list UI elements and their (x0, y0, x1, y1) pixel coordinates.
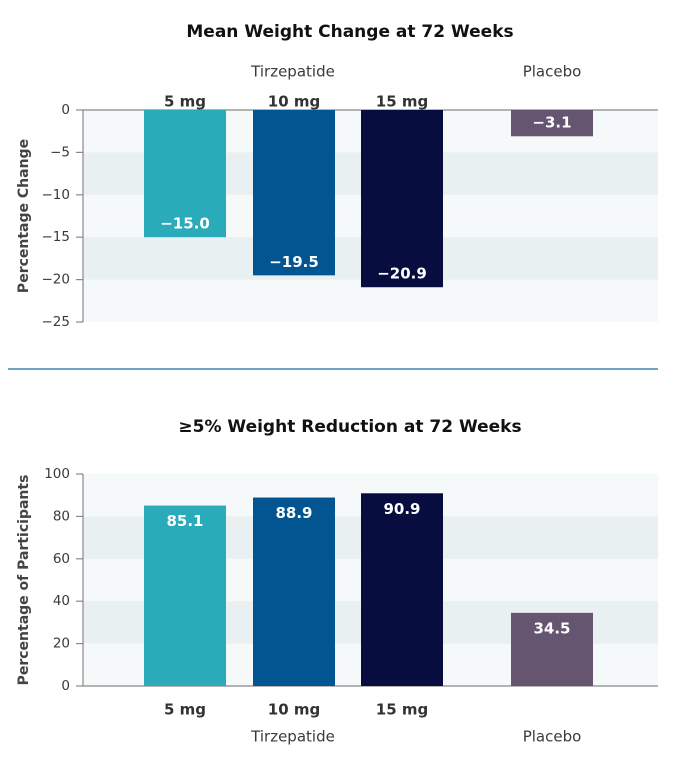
y-tick-label: 0 (61, 678, 70, 694)
y-tick-label: 80 (53, 508, 70, 524)
group-label: Tirzepatide (250, 728, 335, 746)
data-label: 90.9 (383, 500, 420, 518)
y-tick-label: 60 (53, 551, 70, 567)
data-label: −20.9 (377, 265, 427, 283)
bar-10-mg (253, 110, 335, 276)
y-tick-label: −20 (42, 272, 71, 288)
bar-placebo (511, 110, 593, 137)
bar-10-mg (253, 497, 335, 686)
y-axis-label: Percentage Change (16, 139, 32, 293)
bar-15-mg (361, 110, 443, 288)
category-label: 5 mg (164, 93, 206, 111)
group-label: Tirzepatide (250, 63, 335, 81)
y-tick-label: 100 (44, 466, 70, 482)
group-label: Placebo (523, 728, 582, 746)
data-label: 88.9 (275, 504, 312, 522)
y-tick-label: 0 (61, 102, 70, 118)
category-label: 15 mg (376, 93, 428, 111)
data-label: −19.5 (269, 253, 319, 271)
chart-title: Mean Weight Change at 72 Weeks (186, 22, 513, 42)
bar-15-mg (361, 493, 443, 686)
category-label: 10 mg (268, 93, 320, 111)
y-tick-label: 20 (53, 636, 70, 652)
y-tick-label: −25 (42, 314, 71, 330)
data-label: −15.0 (160, 215, 210, 233)
chart-title: ≥5% Weight Reduction at 72 Weeks (178, 417, 521, 437)
category-label: 5 mg (164, 701, 206, 719)
y-tick-label: −5 (50, 144, 70, 160)
bar-placebo (511, 612, 593, 686)
y-tick-label: −10 (42, 187, 71, 203)
data-label: 34.5 (533, 619, 570, 637)
data-label: 85.1 (166, 512, 203, 530)
category-label: 15 mg (376, 701, 428, 719)
y-axis-label: Percentage of Participants (16, 475, 32, 686)
data-label: −3.1 (532, 114, 571, 132)
group-label: Placebo (523, 63, 582, 81)
y-tick-label: −15 (42, 229, 71, 245)
y-tick-label: 40 (53, 593, 70, 609)
category-label: 10 mg (268, 701, 320, 719)
bar-5-mg (144, 110, 226, 238)
bar-5-mg (144, 505, 226, 686)
